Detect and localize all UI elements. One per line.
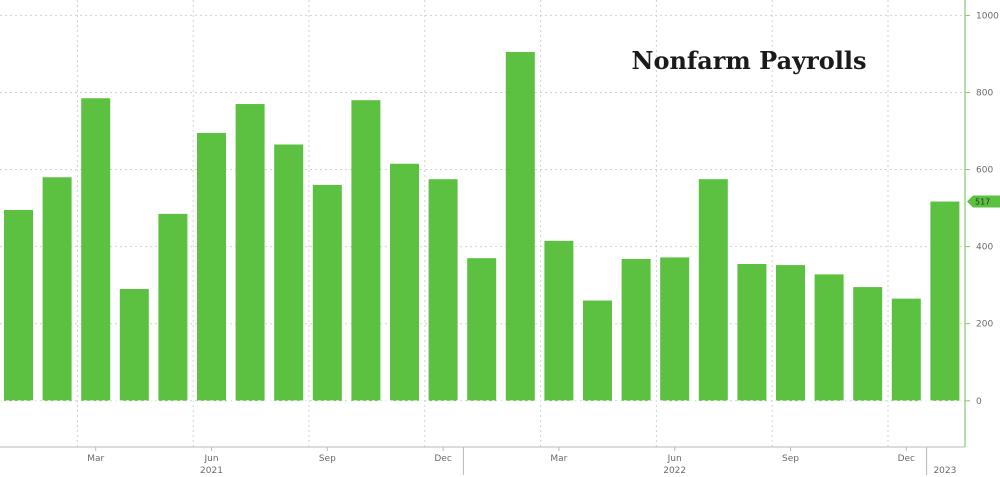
bar [737, 263, 767, 401]
bar [467, 258, 497, 401]
bar [235, 104, 265, 401]
y-tick-label: 400 [976, 243, 993, 253]
x-tick-label: Sep [319, 454, 336, 464]
x-tick-label: Sep [782, 454, 799, 464]
x-year-label: 2022 [663, 466, 686, 476]
bar [621, 258, 651, 401]
x-tick-label: Dec [434, 454, 451, 464]
x-year-label: 2021 [200, 466, 223, 476]
bar [390, 163, 419, 401]
bar [891, 298, 921, 401]
bar [158, 213, 188, 401]
x-tick-label: Mar [87, 454, 104, 464]
y-tick-label: 0 [976, 397, 982, 407]
bar [428, 179, 458, 401]
last-value-badge-shape [967, 195, 1000, 208]
bar [698, 179, 728, 401]
last-value-badge: 517 [967, 195, 1000, 208]
bar [814, 274, 844, 401]
x-tick-label: Mar [550, 454, 567, 464]
bars [0, 52, 965, 402]
bar [119, 289, 149, 401]
bar [351, 100, 381, 401]
x-tick-label: Dec [898, 454, 915, 464]
x-tick-label: Jun [203, 454, 218, 464]
y-tick-label: 200 [976, 320, 993, 330]
chart-title: Nonfarm Payrolls [632, 46, 867, 75]
bar [42, 177, 72, 401]
bar [505, 52, 535, 401]
bar [776, 265, 805, 401]
bar [274, 144, 304, 401]
bar [660, 257, 690, 401]
x-tick-label: Jun [667, 454, 682, 464]
x-year-label: 2023 [933, 466, 956, 476]
bar [583, 300, 612, 401]
last-value-label: 517 [975, 198, 990, 207]
y-tick-label: 800 [976, 88, 993, 98]
bar [81, 98, 111, 401]
bar [544, 240, 574, 401]
bar [312, 184, 342, 401]
bar [197, 132, 226, 401]
bar [930, 201, 960, 401]
y-tick-label: 600 [976, 166, 993, 176]
y-tick-label: 1000 [976, 11, 999, 21]
bar [4, 210, 33, 401]
bar [853, 287, 883, 401]
